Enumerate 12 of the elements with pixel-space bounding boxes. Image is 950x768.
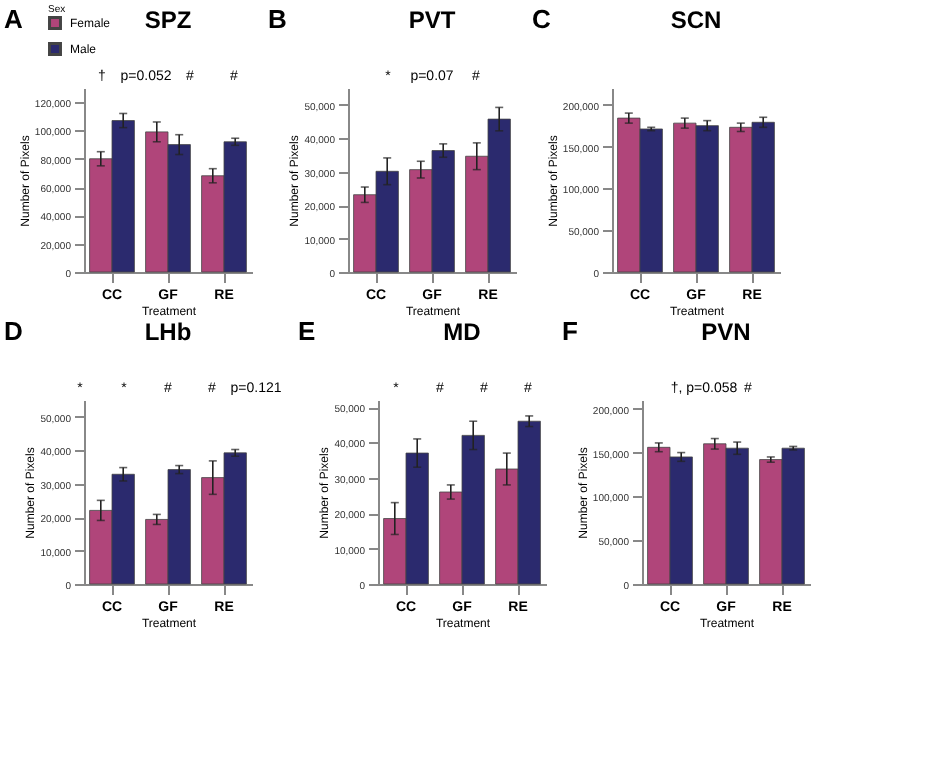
chart-title: PVN [701, 318, 751, 346]
text: B [268, 4, 287, 34]
text: D [4, 316, 23, 346]
chart-title: PVT [408, 6, 457, 34]
text: E [298, 316, 316, 346]
chart-title: MD [443, 318, 482, 346]
chart-title: SCN [670, 6, 722, 34]
chart-title: SPZ [144, 6, 192, 34]
text: A [4, 4, 24, 34]
text: F [562, 316, 578, 346]
chart-title: LHb [144, 318, 192, 346]
text: C [532, 4, 552, 34]
